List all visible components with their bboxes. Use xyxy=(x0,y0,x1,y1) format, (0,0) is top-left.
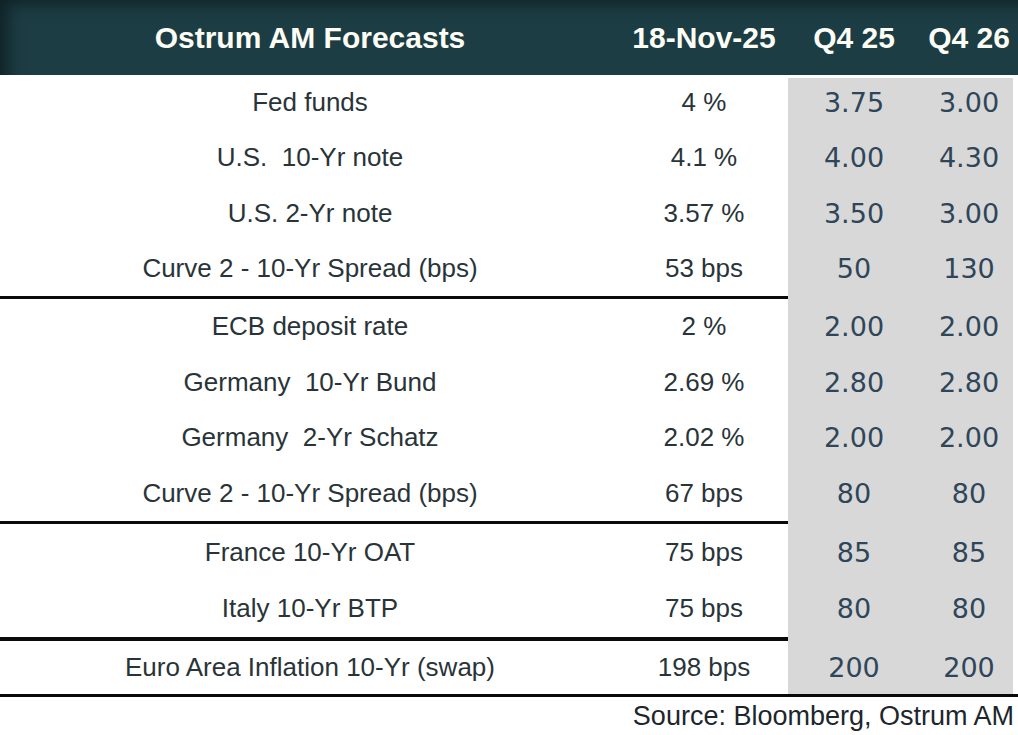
row-current-value: 2.69 % xyxy=(620,355,788,411)
header-col-q4-26: Q4 26 xyxy=(920,0,1018,75)
row-q4-25-value: 80 xyxy=(788,581,920,638)
header-col-date: 18-Nov-25 xyxy=(620,0,788,75)
table-row: Fed funds 4 % 3.75 3.00 xyxy=(0,75,1018,130)
row-label: Fed funds xyxy=(0,75,620,130)
row-label: Germany 10-Yr Bund xyxy=(0,355,620,411)
row-q4-26-value: 2.00 xyxy=(920,410,1018,466)
row-current-value: 3.57 % xyxy=(620,186,788,241)
row-current-value: 198 bps xyxy=(620,641,788,694)
row-current-value: 4 % xyxy=(620,75,788,130)
table-row: France 10-Yr OAT 75 bps 85 85 xyxy=(0,524,1018,581)
row-q4-25-value: 3.50 xyxy=(788,186,920,241)
row-q4-25-value: 200 xyxy=(788,641,920,694)
row-q4-26-value: 3.00 xyxy=(920,186,1018,241)
footer: Source: Bloomberg, Ostrum AM xyxy=(0,697,1018,735)
row-label: ECB deposit rate xyxy=(0,299,620,355)
row-q4-25-value: 4.00 xyxy=(788,130,920,185)
row-current-value: 53 bps xyxy=(620,241,788,296)
source-note: Source: Bloomberg, Ostrum AM xyxy=(633,701,1014,732)
table-header: Ostrum AM Forecasts 18-Nov-25 Q4 25 Q4 2… xyxy=(0,0,1018,75)
table-row: Germany 2-Yr Schatz 2.02 % 2.00 2.00 xyxy=(0,410,1018,466)
row-label: U.S. 10-Yr note xyxy=(0,130,620,185)
table-row: Italy 10-Yr BTP 75 bps 80 80 xyxy=(0,581,1018,638)
table-row: U.S. 10-Yr note 4.1 % 4.00 4.30 xyxy=(0,130,1018,185)
row-q4-26-value: 2.00 xyxy=(920,299,1018,355)
row-label: Germany 2-Yr Schatz xyxy=(0,410,620,466)
table-row: ECB deposit rate 2 % 2.00 2.00 xyxy=(0,299,1018,355)
forecast-table: Ostrum AM Forecasts 18-Nov-25 Q4 25 Q4 2… xyxy=(0,0,1018,735)
row-q4-26-value: 4.30 xyxy=(920,130,1018,185)
row-q4-26-value: 200 xyxy=(920,641,1018,694)
row-q4-25-value: 50 xyxy=(788,241,920,296)
row-q4-26-value: 2.80 xyxy=(920,355,1018,411)
table-row: U.S. 2-Yr note 3.57 % 3.50 3.00 xyxy=(0,186,1018,241)
row-label: U.S. 2-Yr note xyxy=(0,186,620,241)
row-q4-26-value: 80 xyxy=(920,466,1018,522)
row-q4-25-value: 2.80 xyxy=(788,355,920,411)
row-q4-26-value: 80 xyxy=(920,581,1018,638)
table-row: Euro Area Inflation 10-Yr (swap) 198 bps… xyxy=(0,641,1018,694)
row-q4-25-value: 80 xyxy=(788,466,920,522)
table-row: Curve 2 - 10-Yr Spread (bps) 67 bps 80 8… xyxy=(0,466,1018,522)
row-q4-25-value: 2.00 xyxy=(788,299,920,355)
row-q4-25-value: 85 xyxy=(788,524,920,581)
row-label: Italy 10-Yr BTP xyxy=(0,581,620,638)
row-current-value: 4.1 % xyxy=(620,130,788,185)
row-current-value: 75 bps xyxy=(620,524,788,581)
row-q4-26-value: 85 xyxy=(920,524,1018,581)
table-row: Germany 10-Yr Bund 2.69 % 2.80 2.80 xyxy=(0,355,1018,411)
row-q4-26-value: 130 xyxy=(920,241,1018,296)
row-label: Euro Area Inflation 10-Yr (swap) xyxy=(0,641,620,694)
row-current-value: 2 % xyxy=(620,299,788,355)
row-label: Curve 2 - 10-Yr Spread (bps) xyxy=(0,241,620,296)
row-q4-25-value: 2.00 xyxy=(788,410,920,466)
table-row: Curve 2 - 10-Yr Spread (bps) 53 bps 50 1… xyxy=(0,241,1018,296)
row-q4-26-value: 3.00 xyxy=(920,75,1018,130)
row-q4-25-value: 3.75 xyxy=(788,75,920,130)
row-label: France 10-Yr OAT xyxy=(0,524,620,581)
header-col-q4-25: Q4 25 xyxy=(788,0,920,75)
header-title: Ostrum AM Forecasts xyxy=(0,0,620,75)
row-current-value: 75 bps xyxy=(620,581,788,638)
row-current-value: 2.02 % xyxy=(620,410,788,466)
row-current-value: 67 bps xyxy=(620,466,788,522)
row-label: Curve 2 - 10-Yr Spread (bps) xyxy=(0,466,620,522)
